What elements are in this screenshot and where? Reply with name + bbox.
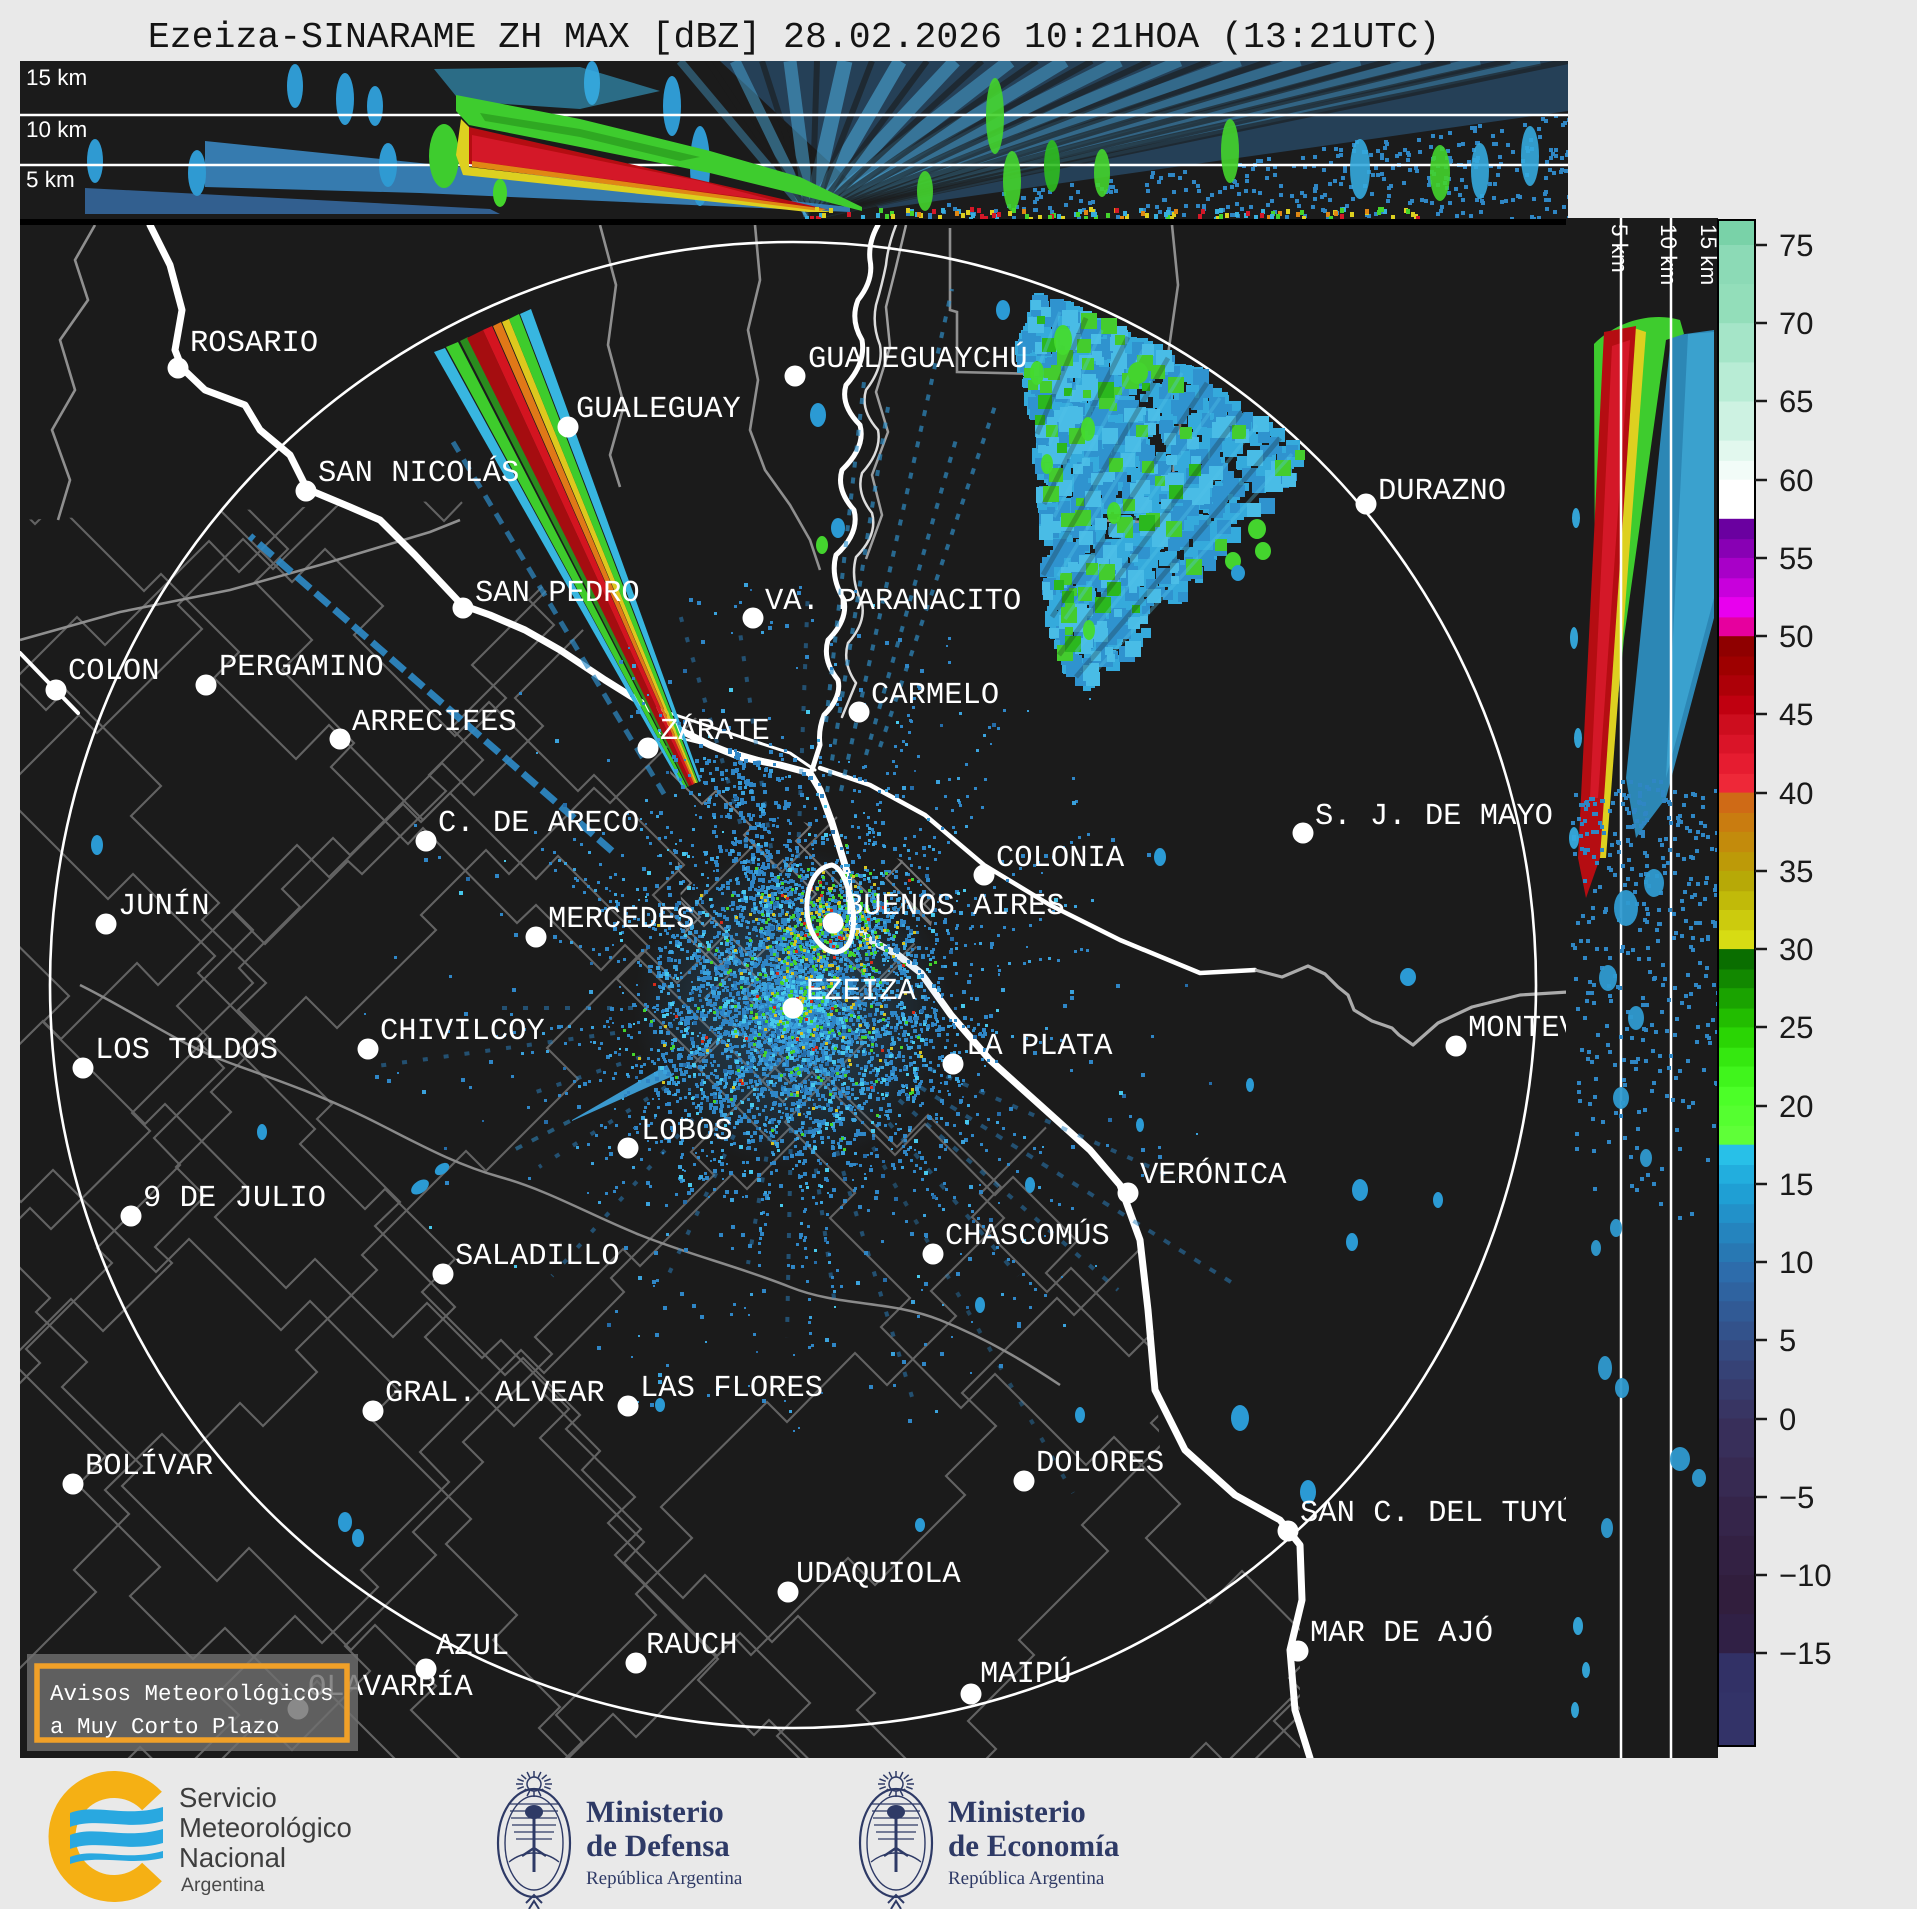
svg-text:JUNÍN: JUNÍN xyxy=(118,888,210,924)
svg-text:LA PLATA: LA PLATA xyxy=(966,1030,1113,1064)
svg-text:VERÓNICA: VERÓNICA xyxy=(1140,1157,1287,1193)
svg-text:MAR DE AJÓ: MAR DE AJÓ xyxy=(1310,1615,1493,1651)
svg-text:−10: −10 xyxy=(1779,1558,1832,1593)
svg-text:−5: −5 xyxy=(1779,1480,1814,1515)
svg-text:VA. PARANACITO: VA. PARANACITO xyxy=(765,585,1021,619)
svg-text:República Argentina: República Argentina xyxy=(586,1868,743,1889)
svg-text:DOLORES: DOLORES xyxy=(1036,1447,1164,1481)
svg-text:a Muy Corto Plazo: a Muy Corto Plazo xyxy=(50,1714,280,1740)
svg-text:Ezeiza-SINARAME ZH MAX [dBZ] 2: Ezeiza-SINARAME ZH MAX [dBZ] 28.02.2026 … xyxy=(148,17,1440,58)
svg-text:MERCEDES: MERCEDES xyxy=(548,903,694,937)
svg-text:ARRECIFES: ARRECIFES xyxy=(352,706,517,740)
svg-text:GUALEGUAYCHÚ: GUALEGUAYCHÚ xyxy=(808,341,1028,377)
svg-text:Argentina: Argentina xyxy=(181,1874,265,1896)
svg-text:Ministerio: Ministerio xyxy=(586,1794,724,1829)
svg-text:de Defensa: de Defensa xyxy=(586,1828,730,1863)
svg-text:Meteorológico: Meteorológico xyxy=(179,1812,352,1843)
svg-text:35: 35 xyxy=(1779,854,1813,889)
svg-text:30: 30 xyxy=(1779,932,1813,967)
svg-text:BUENOS AIRES: BUENOS AIRES xyxy=(845,890,1065,924)
svg-text:COLON: COLON xyxy=(68,655,160,689)
svg-text:BOLÍVAR: BOLÍVAR xyxy=(85,1448,213,1484)
svg-text:DURAZNO: DURAZNO xyxy=(1378,475,1506,509)
svg-text:AZUL: AZUL xyxy=(436,1630,509,1664)
svg-text:15: 15 xyxy=(1779,1167,1813,1202)
svg-text:S. J. DE MAYO: S. J. DE MAYO xyxy=(1315,800,1553,834)
svg-text:PERGAMINO: PERGAMINO xyxy=(219,651,384,685)
svg-text:CHIVILCOY: CHIVILCOY xyxy=(380,1015,545,1049)
svg-text:65: 65 xyxy=(1779,384,1813,419)
svg-text:10 km: 10 km xyxy=(1656,224,1681,285)
svg-text:Ministerio: Ministerio xyxy=(948,1794,1086,1829)
svg-text:LOS TOLDOS: LOS TOLDOS xyxy=(95,1034,278,1068)
svg-text:9 DE JULIO: 9 DE JULIO xyxy=(143,1182,326,1216)
svg-text:10: 10 xyxy=(1779,1245,1813,1280)
svg-text:de Economía: de Economía xyxy=(948,1828,1120,1863)
svg-text:−15: −15 xyxy=(1779,1636,1832,1671)
svg-text:RAUCH: RAUCH xyxy=(646,1629,738,1663)
svg-text:50: 50 xyxy=(1779,619,1813,654)
svg-text:45: 45 xyxy=(1779,697,1813,732)
svg-text:CHASCOMÚS: CHASCOMÚS xyxy=(945,1218,1110,1254)
svg-text:CARMELO: CARMELO xyxy=(871,679,999,713)
svg-text:SAN PEDRO: SAN PEDRO xyxy=(475,577,640,611)
svg-text:MAIPÚ: MAIPÚ xyxy=(980,1656,1072,1692)
svg-text:5 km: 5 km xyxy=(26,167,75,192)
svg-text:55: 55 xyxy=(1779,541,1813,576)
svg-text:LOBOS: LOBOS xyxy=(641,1115,733,1149)
svg-text:10 km: 10 km xyxy=(26,117,87,142)
svg-text:SALADILLO: SALADILLO xyxy=(455,1240,620,1274)
svg-text:EZEIZA: EZEIZA xyxy=(806,975,917,1009)
svg-text:MONTEVIDEO: MONTEVIDEO xyxy=(1468,1012,1651,1046)
svg-text:Servicio: Servicio xyxy=(179,1782,277,1813)
svg-text:GUALEGUAY: GUALEGUAY xyxy=(576,393,741,427)
svg-text:60: 60 xyxy=(1779,463,1813,498)
svg-text:5 km: 5 km xyxy=(1607,224,1632,273)
svg-text:Avisos Meteorológicos: Avisos Meteorológicos xyxy=(50,1681,334,1707)
svg-text:70: 70 xyxy=(1779,306,1813,341)
svg-text:Nacional: Nacional xyxy=(179,1842,286,1873)
svg-text:5: 5 xyxy=(1779,1323,1796,1358)
svg-text:ZÁRATE: ZÁRATE xyxy=(660,713,770,749)
svg-text:25: 25 xyxy=(1779,1010,1813,1045)
svg-text:ROSARIO: ROSARIO xyxy=(190,327,318,361)
svg-text:0: 0 xyxy=(1779,1402,1796,1437)
svg-text:C. DE ARECO: C. DE ARECO xyxy=(438,807,639,841)
svg-text:SAN NICOLÁS: SAN NICOLÁS xyxy=(318,455,519,491)
svg-text:UDAQUIOLA: UDAQUIOLA xyxy=(796,1558,961,1592)
svg-text:40: 40 xyxy=(1779,776,1813,811)
svg-text:75: 75 xyxy=(1779,228,1813,263)
svg-text:15 km: 15 km xyxy=(26,65,87,90)
svg-text:20: 20 xyxy=(1779,1089,1813,1124)
svg-text:GRAL. ALVEAR: GRAL. ALVEAR xyxy=(385,1377,605,1411)
svg-text:COLONIA: COLONIA xyxy=(996,842,1125,876)
svg-text:SAN C. DEL TUYÚ: SAN C. DEL TUYÚ xyxy=(1300,1495,1575,1531)
svg-text:LAS FLORES: LAS FLORES xyxy=(640,1372,823,1406)
svg-text:República Argentina: República Argentina xyxy=(948,1868,1105,1889)
svg-text:15 km: 15 km xyxy=(1696,224,1721,285)
